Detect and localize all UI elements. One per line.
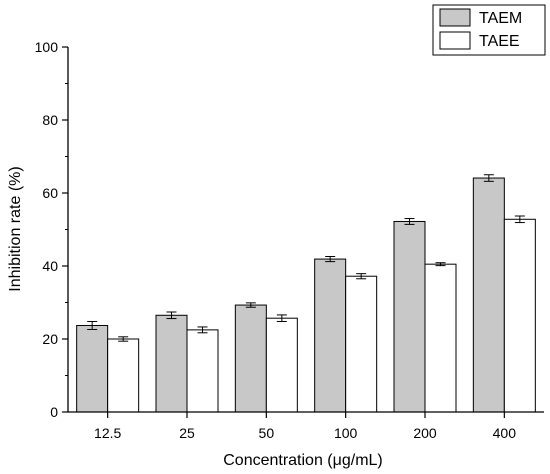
x-tick-label-200: 200: [413, 425, 437, 441]
legend: TAEM TAEE: [432, 4, 546, 56]
legend-label-taee: TAEE: [479, 33, 520, 50]
y-tick-label-0: 0: [50, 404, 58, 420]
bar-taee-200: [424, 263, 457, 413]
bar-taem-400: [472, 177, 505, 413]
bar-taee-25: [186, 329, 219, 413]
plot-area: [76, 174, 536, 413]
x-tick-label-400: 400: [493, 425, 517, 441]
bar-taee-400: [503, 218, 536, 413]
x-tick-label-100: 100: [334, 425, 358, 441]
x-tick-label-12.5: 12.5: [94, 425, 121, 441]
bar-taee-50: [265, 317, 298, 413]
y-axis-title: Inhibition rate (%): [7, 166, 24, 291]
y-tick-label-40: 40: [42, 258, 58, 274]
y-tick-label-100: 100: [35, 39, 59, 55]
x-axis-title: Concentration (μg/mL): [223, 452, 383, 469]
axes: 0 20 40 60 80 100 12.5 25 50 100 200 400: [35, 39, 544, 441]
legend-swatch-taem: [439, 8, 471, 27]
bar-taem-25: [155, 314, 188, 413]
bar-taem-200: [393, 220, 426, 413]
y-tick-label-60: 60: [42, 185, 58, 201]
legend-swatch-taee: [439, 31, 471, 50]
x-tick-label-25: 25: [179, 425, 195, 441]
bar-taee-100: [345, 275, 378, 413]
bar-taem-12.5: [76, 324, 109, 413]
y-tick-label-20: 20: [42, 331, 58, 347]
bar-taee-12.5: [107, 338, 140, 413]
bar-taem-50: [234, 304, 267, 413]
bar-taem-100: [314, 258, 347, 413]
legend-label-taem: TAEM: [479, 10, 522, 27]
x-tick-label-50: 50: [259, 425, 275, 441]
y-tick-label-80: 80: [42, 112, 58, 128]
